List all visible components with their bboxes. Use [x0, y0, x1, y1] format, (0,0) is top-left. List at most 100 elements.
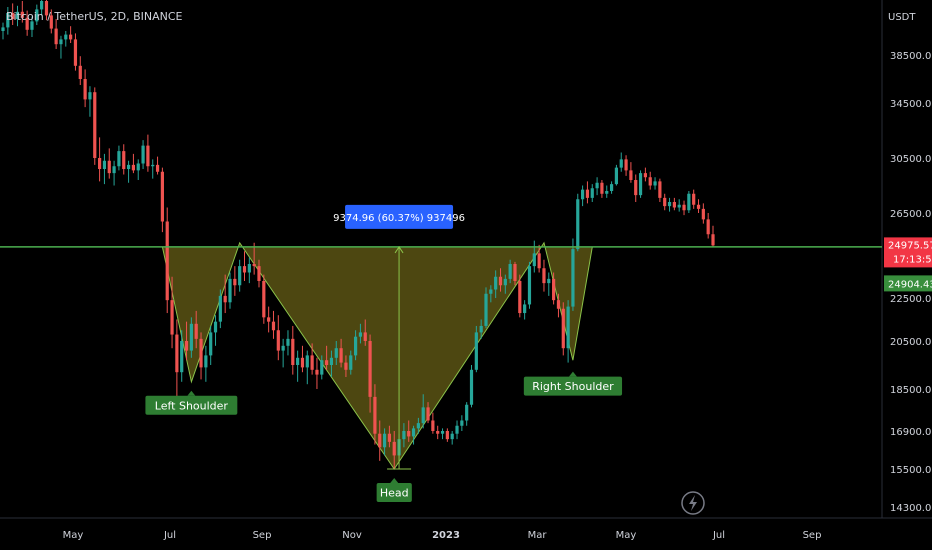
candle[interactable]	[614, 164, 619, 186]
candle[interactable]	[619, 152, 623, 172]
candle[interactable]	[15, 5, 20, 27]
candle[interactable]	[25, 10, 29, 36]
candle[interactable]	[677, 199, 681, 212]
candle[interactable]	[180, 330, 184, 382]
candle[interactable]	[20, 1, 24, 23]
candle[interactable]	[672, 197, 676, 211]
candle[interactable]	[286, 330, 290, 356]
candle[interactable]	[537, 244, 541, 273]
candle[interactable]	[247, 257, 251, 284]
candle[interactable]	[310, 343, 314, 375]
candle[interactable]	[590, 184, 594, 202]
candle[interactable]	[30, 16, 34, 37]
candle[interactable]	[513, 261, 517, 286]
candle[interactable]	[378, 420, 382, 461]
candle[interactable]	[291, 325, 295, 375]
candle[interactable]	[436, 425, 440, 440]
candle[interactable]	[242, 251, 247, 281]
candle[interactable]	[421, 394, 425, 429]
candle[interactable]	[426, 402, 430, 424]
candle[interactable]	[233, 266, 237, 296]
candle[interactable]	[455, 420, 459, 440]
candle[interactable]	[35, 4, 39, 25]
candle[interactable]	[54, 19, 58, 49]
candle[interactable]	[392, 431, 396, 469]
candle[interactable]	[117, 145, 121, 171]
candle[interactable]	[49, 9, 53, 34]
candle[interactable]	[508, 259, 512, 284]
candle[interactable]	[556, 293, 561, 318]
candle[interactable]	[131, 153, 136, 174]
candle[interactable]	[638, 170, 643, 198]
candle[interactable]	[498, 268, 503, 292]
candle[interactable]	[170, 276, 174, 349]
candle[interactable]	[402, 423, 406, 448]
candle[interactable]	[334, 341, 338, 365]
candle[interactable]	[474, 325, 478, 373]
candle[interactable]	[281, 338, 285, 368]
candle[interactable]	[349, 350, 353, 375]
candle[interactable]	[199, 332, 203, 380]
candle[interactable]	[64, 31, 68, 47]
candle[interactable]	[363, 319, 367, 346]
candle[interactable]	[165, 207, 169, 314]
candle[interactable]	[696, 199, 701, 213]
candle[interactable]	[300, 345, 305, 373]
candle[interactable]	[98, 137, 102, 182]
candle[interactable]	[267, 306, 271, 333]
candle[interactable]	[624, 155, 628, 176]
candle[interactable]	[209, 325, 213, 365]
candle[interactable]	[479, 319, 483, 339]
candle[interactable]	[218, 289, 222, 329]
candle[interactable]	[296, 350, 300, 382]
candle[interactable]	[305, 350, 309, 385]
candle[interactable]	[653, 177, 657, 190]
candle[interactable]	[271, 310, 276, 339]
candle[interactable]	[136, 159, 140, 180]
candle[interactable]	[189, 317, 193, 358]
candle[interactable]	[609, 181, 614, 194]
candle[interactable]	[228, 272, 232, 309]
candle[interactable]	[629, 162, 633, 183]
candle[interactable]	[494, 270, 498, 298]
candle[interactable]	[184, 321, 189, 361]
candle[interactable]	[315, 357, 319, 389]
candle[interactable]	[382, 428, 387, 456]
candle[interactable]	[571, 238, 575, 311]
candle[interactable]	[344, 355, 348, 377]
candle[interactable]	[431, 412, 435, 434]
candle[interactable]	[194, 310, 198, 349]
candle[interactable]	[416, 417, 420, 434]
candle[interactable]	[73, 33, 78, 71]
candle[interactable]	[262, 274, 266, 324]
candle[interactable]	[600, 180, 604, 198]
candle[interactable]	[648, 171, 652, 190]
candle[interactable]	[667, 197, 672, 212]
candle[interactable]	[325, 345, 329, 370]
candle[interactable]	[566, 300, 570, 363]
candle[interactable]	[238, 259, 242, 292]
candle[interactable]	[658, 178, 662, 202]
candle[interactable]	[122, 144, 126, 175]
candle[interactable]	[542, 259, 546, 292]
candle[interactable]	[634, 174, 638, 203]
candle[interactable]	[223, 274, 227, 314]
candle[interactable]	[489, 285, 493, 303]
candle[interactable]	[213, 315, 218, 346]
candle[interactable]	[11, 3, 15, 25]
candle[interactable]	[547, 272, 551, 296]
candle[interactable]	[561, 302, 565, 356]
candle[interactable]	[605, 185, 609, 198]
candle[interactable]	[69, 26, 73, 43]
candle[interactable]	[595, 177, 599, 196]
candle[interactable]	[329, 350, 334, 377]
candle[interactable]	[469, 365, 474, 408]
candle[interactable]	[706, 213, 710, 239]
candle[interactable]	[484, 287, 488, 329]
candle[interactable]	[687, 191, 691, 213]
price-range-measure[interactable]: 9374.96 (60.37%) 937496	[333, 204, 465, 470]
candle[interactable]	[40, 0, 44, 16]
candle[interactable]	[155, 156, 160, 175]
candle[interactable]	[88, 86, 92, 117]
